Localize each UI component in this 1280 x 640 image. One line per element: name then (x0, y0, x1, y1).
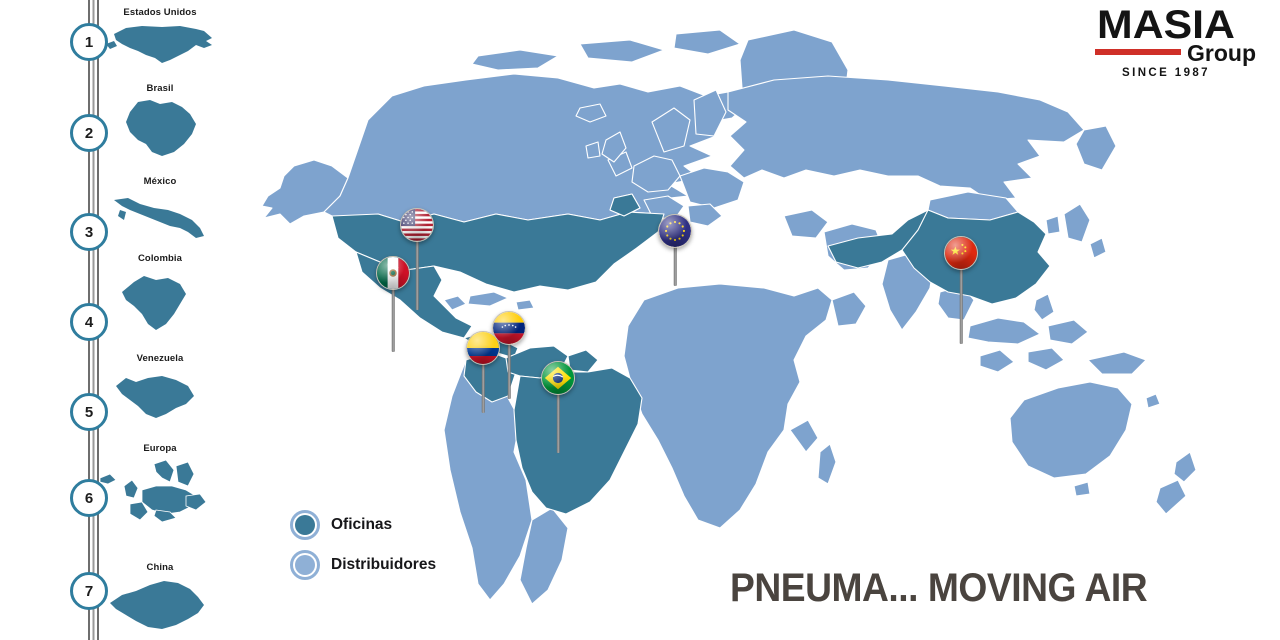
pin-stem (673, 244, 677, 286)
logo-wordmark: MASIA (1097, 3, 1235, 47)
legend-dot-light-icon (290, 550, 320, 580)
sidebar-label-7: China (146, 562, 174, 573)
sidebar-number-3: 3 (84, 223, 94, 241)
sidebar-label-5: Venezuela (136, 353, 184, 364)
map-pin-colombia[interactable] (466, 331, 500, 413)
sidebar-item-colombia[interactable]: 4 (70, 303, 108, 341)
map-pin-mexico[interactable] (376, 256, 410, 352)
country-sidebar: Estados Unidos 1 Brasil 2 México 3 Colom… (0, 0, 220, 640)
map-pin-brasil[interactable] (541, 361, 575, 453)
flag-mexico-pin (376, 256, 410, 290)
sidebar-item-estados-unidos[interactable]: 1 (70, 23, 108, 61)
flag-eu-pin (658, 214, 692, 248)
pin-stem (481, 361, 485, 413)
pin-stem (507, 341, 511, 399)
tagline: PNEUMA... MOVING AIR (730, 566, 1148, 610)
legend-label-oficinas: Oficinas (331, 516, 393, 533)
sidebar-number-1: 1 (84, 33, 94, 51)
masia-group-logo: MASIA Group SINCE 1987 (1076, 5, 1256, 79)
sidebar-number-5: 5 (84, 403, 94, 421)
pin-stem (415, 238, 419, 310)
flag-venezuela-pin (492, 311, 526, 345)
map-pin-venezuela[interactable] (492, 311, 526, 399)
flag-brazil-pin (541, 361, 575, 395)
sidebar-label-2: Brasil (146, 83, 174, 94)
flag-colombia-pin (466, 331, 500, 365)
map-legend: Oficinas Distribuidores (290, 508, 436, 588)
logo-red-bar (1095, 49, 1181, 55)
map-pin-estados-unidos[interactable] (400, 208, 434, 310)
logo-subtitle: Group (1187, 39, 1256, 66)
mexico-silhouette (100, 190, 220, 256)
map-pin-europa[interactable] (658, 214, 692, 286)
map-pin-china[interactable] (944, 236, 978, 348)
legend-item-distribuidores: Distribuidores (290, 548, 436, 582)
legend-dot-dark-icon (290, 510, 320, 540)
sidebar-number-7: 7 (84, 582, 94, 600)
legend-label-distribuidores: Distribuidores (331, 556, 437, 573)
logo-since-text: SINCE 1987 (1122, 67, 1210, 79)
usa-silhouette (100, 18, 220, 70)
sidebar-item-venezuela[interactable]: 5 (70, 393, 108, 431)
sidebar-item-brasil[interactable]: 2 (70, 114, 108, 152)
pin-stem (556, 391, 560, 453)
sidebar-item-mexico[interactable]: 3 (70, 213, 108, 251)
sidebar-number-6: 6 (84, 489, 94, 507)
pin-stem (959, 266, 963, 344)
sidebar-label-1: Estados Unidos (123, 7, 197, 18)
colombia-silhouette (100, 268, 220, 338)
pin-stem (391, 286, 395, 352)
sidebar-item-europa[interactable]: 6 (70, 479, 108, 517)
sidebar-number-4: 4 (84, 313, 94, 331)
sidebar-label-4: Colombia (137, 253, 183, 264)
flag-usa-pin (400, 208, 434, 242)
flag-china-pin (944, 236, 978, 270)
venezuela-silhouette (100, 366, 220, 428)
china-silhouette (100, 575, 220, 635)
sidebar-number-2: 2 (84, 124, 94, 142)
europe-silhouette (100, 456, 220, 524)
sidebar-label-6: Europa (143, 443, 177, 454)
brazil-silhouette (100, 96, 220, 162)
distributor-landmass (261, 29, 1197, 605)
sidebar-label-3: México (143, 176, 177, 187)
legend-item-oficinas: Oficinas (290, 508, 436, 542)
sidebar-item-china[interactable]: 7 (70, 572, 108, 610)
